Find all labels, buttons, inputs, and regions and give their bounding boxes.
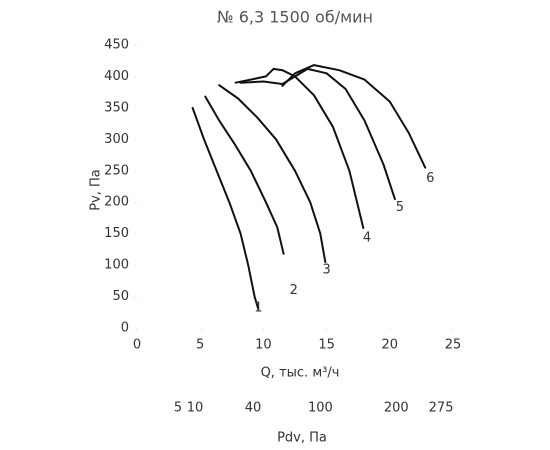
y-tick-label: 450 [104,38,129,53]
x2-tick-label: 200 [384,401,409,416]
x2-tick-label: 10 [187,401,204,416]
y-tick-label: 350 [104,100,129,115]
x-axis-label: Q, тыс. м³/ч [261,366,340,381]
y-tick-label: 100 [104,258,129,273]
x-tick-label: 15 [318,338,335,353]
y-tick-label: 0 [121,321,129,336]
y-tick-label: 400 [104,69,129,84]
curve [234,67,365,229]
chart-title: № 6,3 1500 об/мин [217,8,373,27]
curve [204,95,285,255]
curve-label: 3 [322,263,330,278]
y-tick-label: 200 [104,195,129,210]
curve-label: 5 [396,200,404,215]
curve [281,64,427,169]
curve-label: 4 [363,231,371,246]
curve [239,67,396,201]
curve [218,84,327,263]
x2-tick-label: 40 [245,401,262,416]
x2-tick-label: 275 [429,401,454,416]
curve [191,106,260,311]
x2-tick-label: 100 [308,401,333,416]
x-tick-label: 10 [255,338,272,353]
x-tick-label: 5 [196,338,204,353]
curve-label: 6 [426,171,434,186]
curve-label: 2 [290,283,298,298]
x-tick-label: 0 [133,338,141,353]
y-tick-label: 250 [104,163,129,178]
x2-axis-label: Pdv, Па [277,431,327,446]
x2-tick-label: 5 [174,401,182,416]
y-tick-label: 150 [104,226,129,241]
curve-label: 1 [254,300,262,315]
y-axis-label: Pv, Па [89,169,104,211]
y-tick-label: 50 [112,289,129,304]
y-tick-label: 300 [104,132,129,147]
x-tick-label: 20 [382,338,399,353]
x-tick-label: 25 [445,338,462,353]
